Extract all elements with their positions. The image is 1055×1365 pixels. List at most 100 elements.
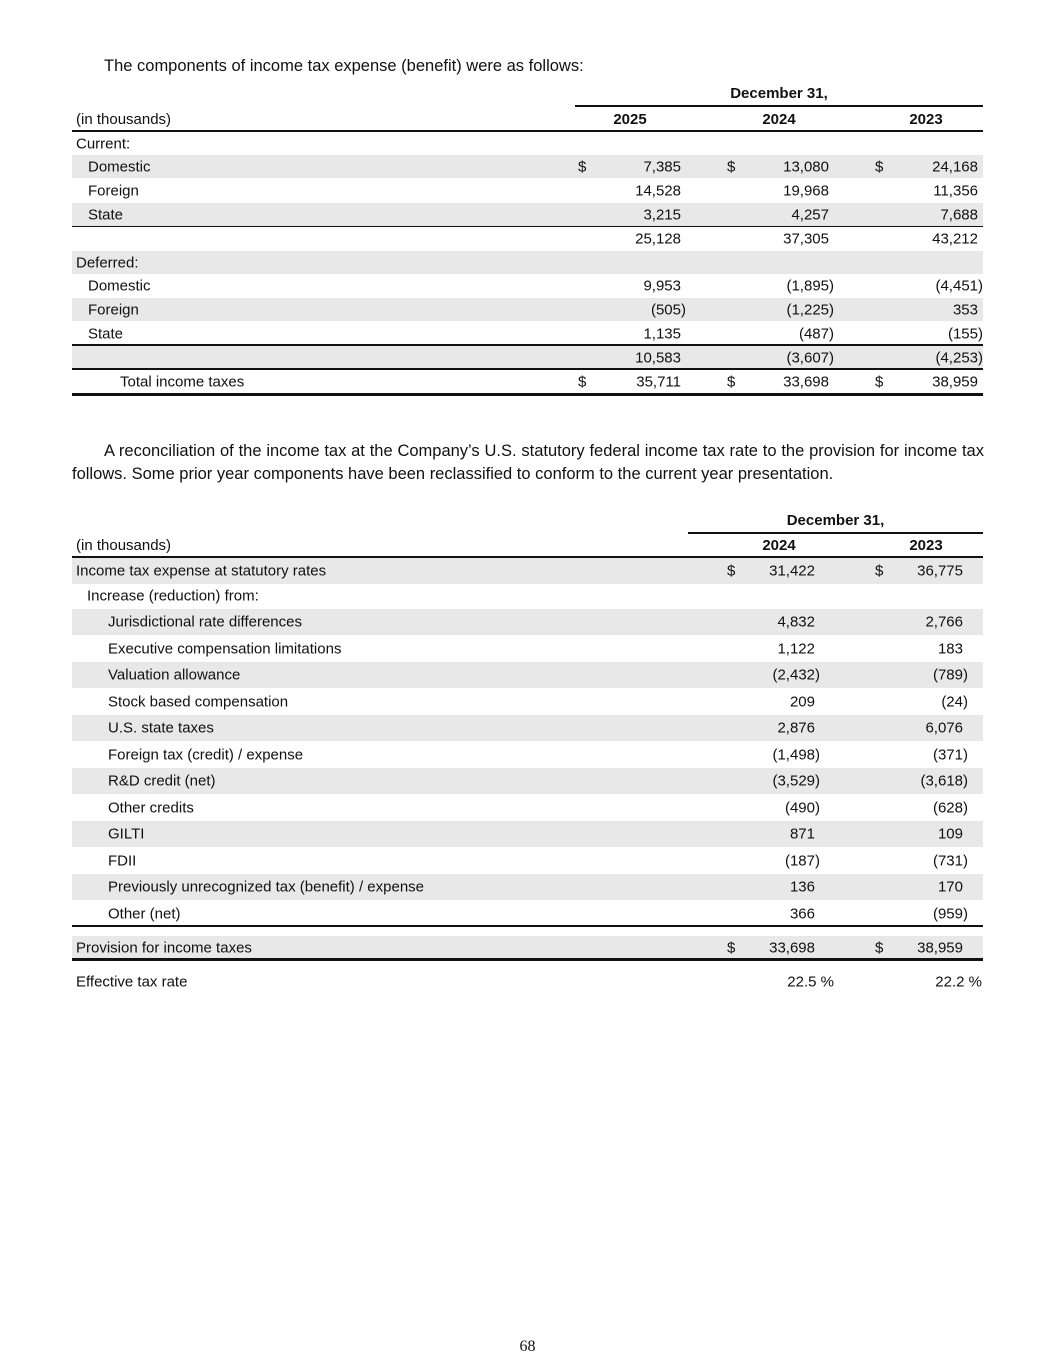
table-row: 10,583 (3,607) (4,253) bbox=[72, 346, 983, 369]
cell-value: 4,832 bbox=[777, 613, 815, 631]
divider bbox=[688, 532, 983, 534]
cell-value: (490) bbox=[784, 799, 820, 817]
cell-value: 353 bbox=[952, 301, 978, 318]
divider bbox=[72, 556, 983, 558]
divider bbox=[72, 130, 983, 132]
table-row: Provision for income taxes $33,698 $38,959 bbox=[72, 936, 983, 960]
cell-value: (4,451) bbox=[935, 277, 983, 294]
row-label: U.S. state taxes bbox=[108, 719, 214, 737]
table1-year-header: 2023 bbox=[909, 111, 943, 128]
row-label: Total income taxes bbox=[120, 373, 245, 390]
divider bbox=[72, 958, 983, 961]
cell-value: 209 bbox=[789, 693, 815, 711]
currency-symbol: $ bbox=[578, 373, 587, 390]
table2-period-header: December 31, bbox=[786, 512, 885, 529]
currency-symbol: $ bbox=[727, 562, 736, 580]
cell-value: 7,385 bbox=[643, 158, 681, 175]
cell-value: (3,618) bbox=[920, 772, 968, 790]
cell-value: (371) bbox=[932, 746, 968, 764]
row-label: Other credits bbox=[108, 799, 194, 817]
table-row: Executive compensation limitations 1,122 1… bbox=[72, 636, 983, 662]
row-label: Foreign bbox=[88, 301, 139, 318]
table-row: Domestic 9,953 (1,895) (4,451) bbox=[72, 274, 983, 297]
cell-value: (731) bbox=[932, 852, 968, 870]
cell-value: 9,953 bbox=[643, 277, 681, 294]
cell-value: 35,711 bbox=[636, 373, 681, 390]
divider bbox=[575, 105, 983, 107]
table1-period-header: December 31, bbox=[730, 85, 828, 102]
row-label: Domestic bbox=[88, 158, 151, 175]
cell-value: (3,529) bbox=[772, 772, 820, 790]
cell-value: 38,959 bbox=[917, 939, 963, 957]
table-row: Foreign 14,528 19,968 11,356 bbox=[72, 179, 983, 202]
cell-value: 2,876 bbox=[777, 719, 815, 737]
row-label: Domestic bbox=[88, 277, 151, 294]
row-label: Foreign tax (credit) / expense bbox=[108, 746, 304, 764]
cell-value: (2,432) bbox=[772, 666, 820, 684]
divider bbox=[72, 368, 983, 370]
table-row: Deferred: bbox=[72, 251, 983, 274]
cell-value: (789) bbox=[932, 666, 968, 684]
row-label: GILTI bbox=[108, 825, 145, 843]
table-row: Stock based compensation 209 (24) bbox=[72, 689, 983, 715]
row-label: Jurisdictional rate differences bbox=[108, 613, 302, 631]
table-row: Current: bbox=[72, 132, 983, 155]
currency-symbol: $ bbox=[875, 373, 884, 390]
cell-value: (1,225) bbox=[786, 301, 834, 318]
row-label: Effective tax rate bbox=[76, 973, 188, 991]
row-label: Previously unrecognized tax (benefit) / … bbox=[108, 878, 425, 896]
cell-value: (24) bbox=[941, 693, 968, 711]
cell-value: 24,168 bbox=[932, 158, 978, 175]
cell-value: 22.5 % bbox=[787, 973, 834, 991]
cell-value: (155) bbox=[947, 325, 983, 342]
currency-symbol: $ bbox=[727, 939, 736, 957]
cell-value: 2,766 bbox=[925, 613, 963, 631]
table-row: Effective tax rate 22.5 % 22.2 % bbox=[72, 970, 983, 994]
table2-year-header: 2024 bbox=[762, 537, 796, 554]
table-row: U.S. state taxes 2,876 6,076 bbox=[72, 715, 983, 741]
cell-value: 14,528 bbox=[635, 182, 681, 199]
cell-value: 871 bbox=[789, 825, 815, 843]
page-number: 68 bbox=[519, 1338, 536, 1355]
table-row: Increase (reduction) from: bbox=[72, 583, 983, 609]
cell-value: 183 bbox=[937, 640, 963, 658]
cell-value: 109 bbox=[937, 825, 963, 843]
cell-value: 25,128 bbox=[635, 230, 681, 247]
intro-paragraph-2: A reconciliation of the income tax at th… bbox=[72, 442, 984, 483]
table-row: FDII (187) (731) bbox=[72, 848, 983, 874]
row-label: Increase (reduction) from: bbox=[87, 587, 259, 605]
divider bbox=[72, 226, 983, 227]
cell-value: 4,257 bbox=[791, 206, 829, 223]
cell-value: 37,305 bbox=[783, 230, 829, 247]
cell-value: 170 bbox=[937, 878, 963, 896]
table-row: Total income taxes $35,711 $33,698 $38,959 bbox=[72, 370, 983, 393]
row-label: Executive compensation limitations bbox=[108, 640, 342, 658]
cell-value: 33,698 bbox=[783, 373, 829, 390]
table-row: Other credits (490) (628) bbox=[72, 795, 983, 821]
currency-symbol: $ bbox=[578, 158, 587, 175]
cell-value: 19,968 bbox=[783, 182, 829, 199]
row-label: Current: bbox=[76, 135, 131, 152]
divider bbox=[72, 925, 983, 927]
cell-value: (959) bbox=[932, 905, 968, 923]
currency-symbol: $ bbox=[875, 562, 884, 580]
cell-value: (487) bbox=[798, 325, 834, 342]
table-row: Jurisdictional rate differences 4,832 2,76… bbox=[72, 609, 983, 635]
table-row: State 1,135 (487) (155) bbox=[72, 322, 983, 345]
cell-value: (4,253) bbox=[935, 349, 983, 366]
table-row: Foreign (505) (1,225) 353 bbox=[72, 298, 983, 321]
row-label: Foreign bbox=[88, 182, 139, 199]
cell-value: 13,080 bbox=[783, 158, 829, 175]
currency-symbol: $ bbox=[875, 939, 884, 957]
row-label: Deferred: bbox=[76, 254, 139, 271]
table-row: Foreign tax (credit) / expense (1,498) (37… bbox=[72, 742, 983, 768]
divider bbox=[72, 344, 983, 346]
cell-value: 38,959 bbox=[932, 373, 978, 390]
table-row: State 3,215 4,257 7,688 bbox=[72, 203, 983, 226]
cell-value: (187) bbox=[784, 852, 820, 870]
table-row: Domestic $7,385 $13,080 $24,168 bbox=[72, 155, 983, 178]
row-label: State bbox=[88, 206, 124, 223]
cell-value: 366 bbox=[789, 905, 815, 923]
row-label: Valuation allowance bbox=[108, 666, 241, 684]
table-row: Previously unrecognized tax (benefit) / … bbox=[72, 874, 983, 900]
